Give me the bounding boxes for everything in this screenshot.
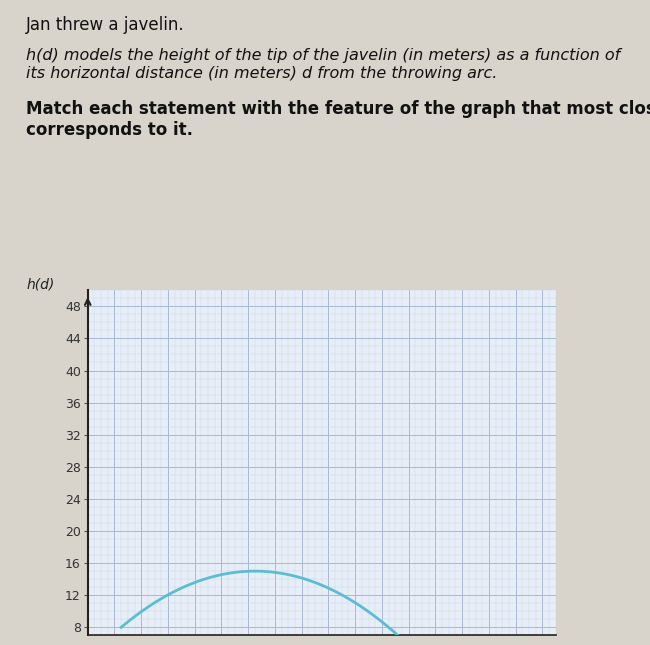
Text: Match each statement with the feature of the graph that most closely
corresponds: Match each statement with the feature of… [26, 100, 650, 139]
Text: h(d): h(d) [27, 278, 55, 292]
Text: h(d) models the height of the tip of the javelin (in meters) as a function of
it: h(d) models the height of the tip of the… [26, 48, 620, 81]
Text: Jan threw a javelin.: Jan threw a javelin. [26, 16, 185, 34]
